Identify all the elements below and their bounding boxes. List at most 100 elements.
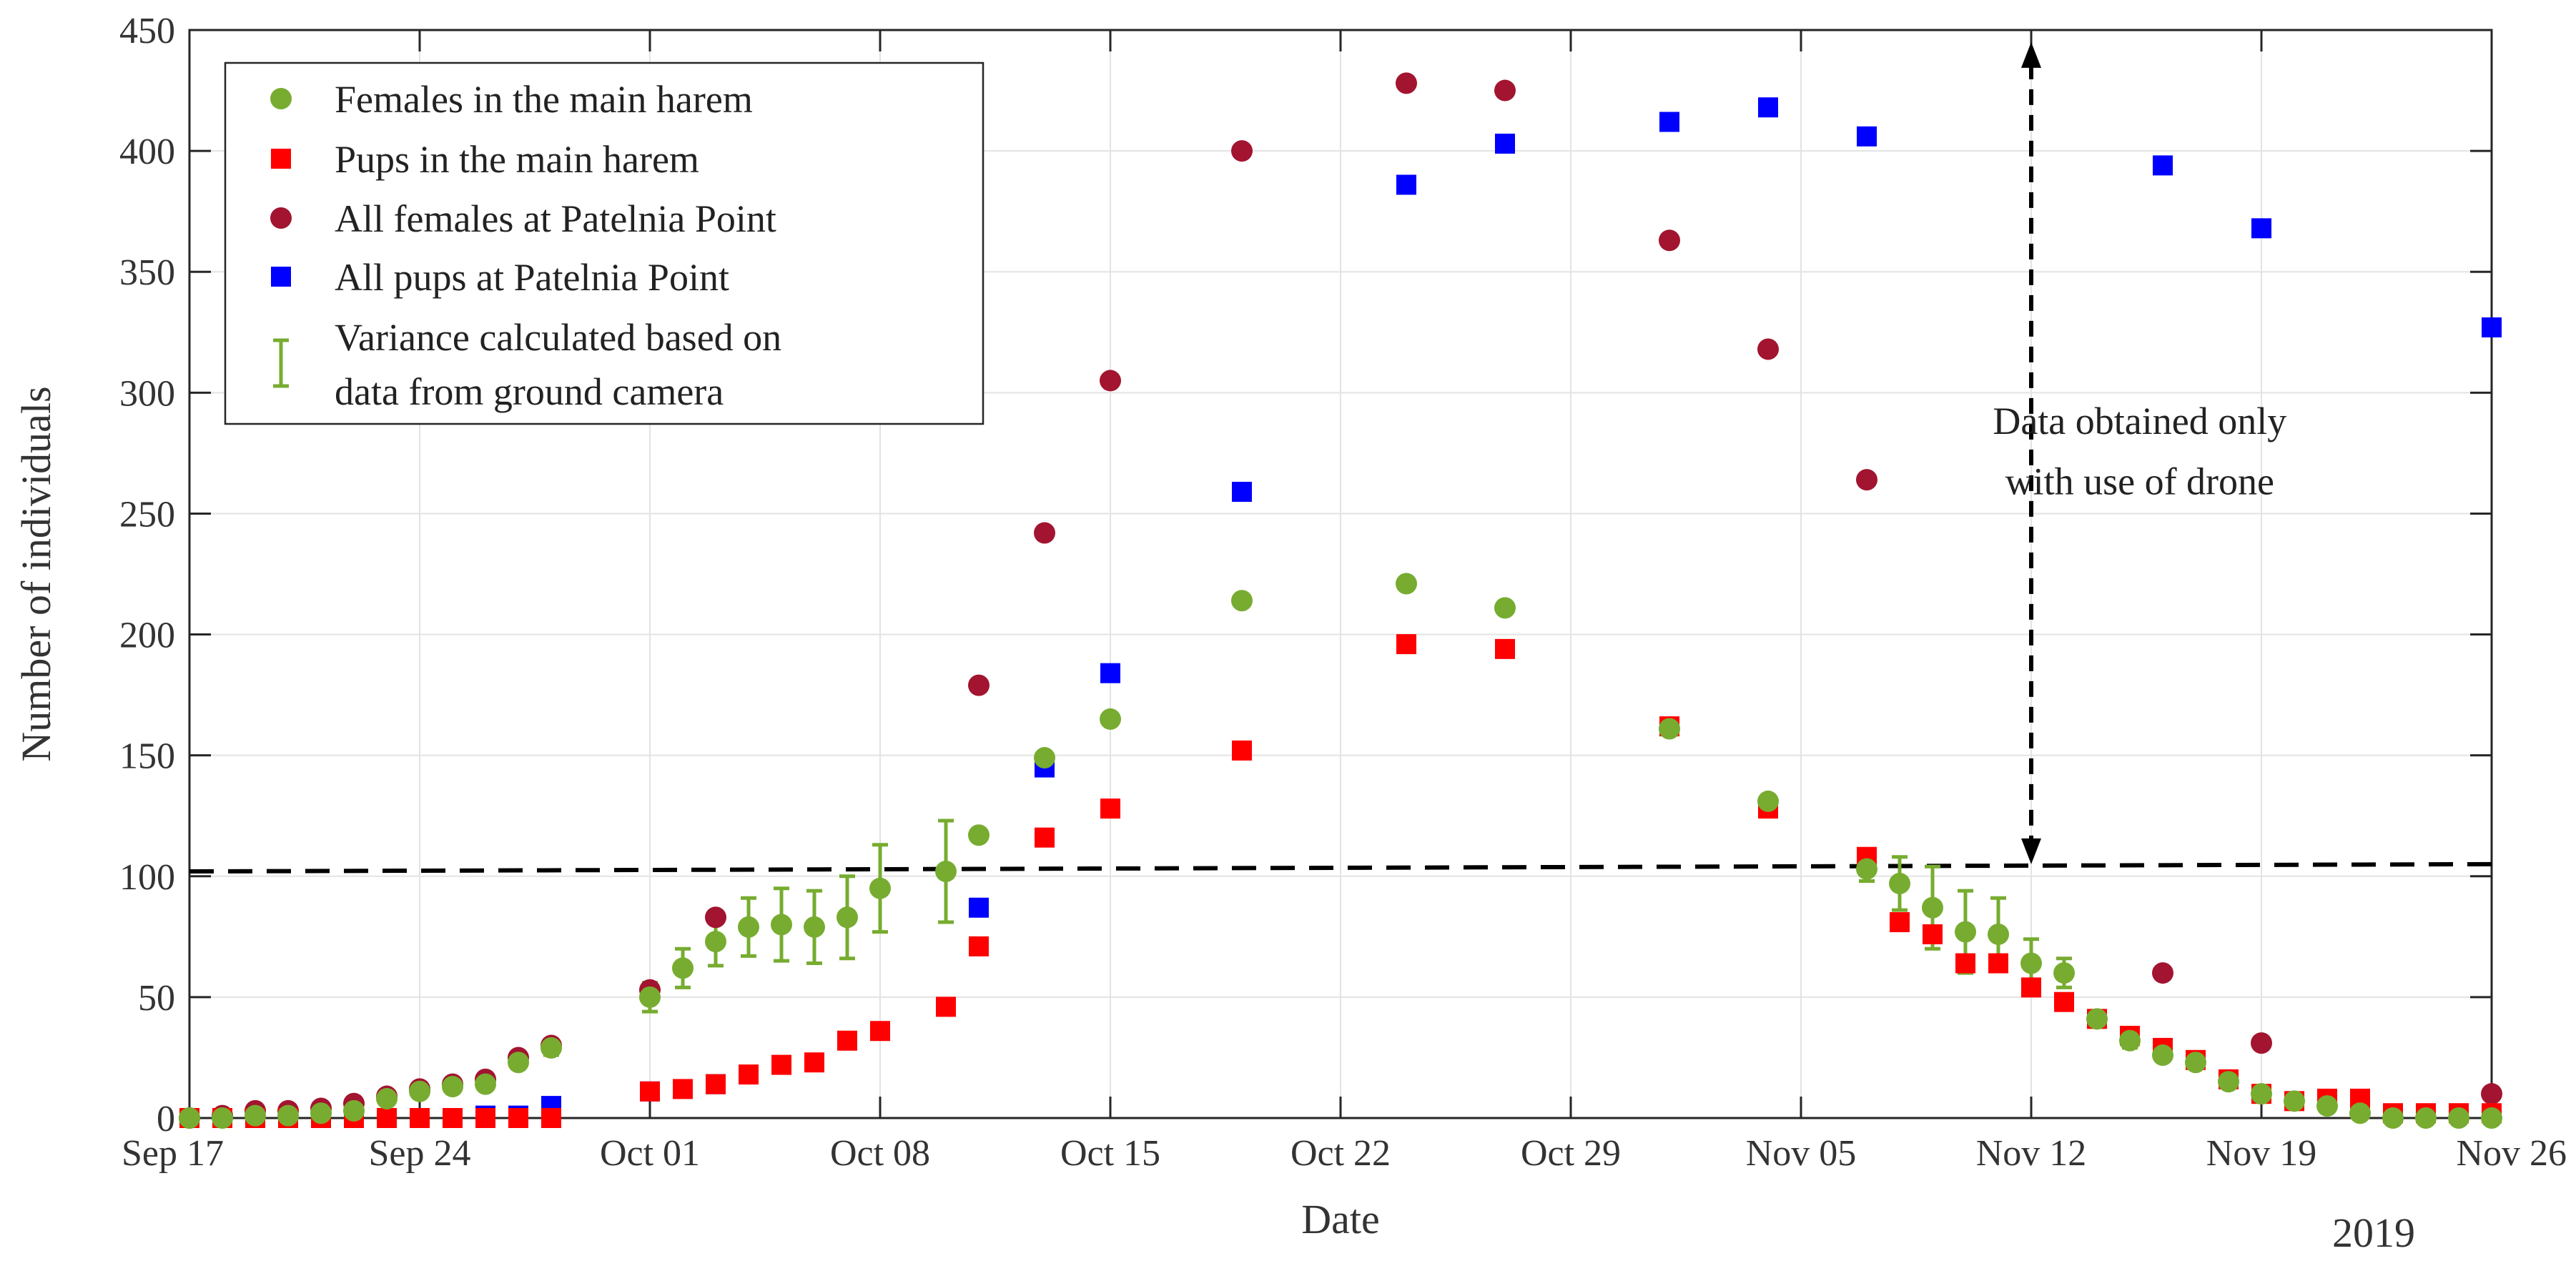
female-main-harem-point xyxy=(705,931,726,953)
female-main-harem-point xyxy=(1922,896,1943,919)
y-tick-label: 150 xyxy=(119,736,175,777)
pup-main-harem-point xyxy=(1988,953,2008,974)
x-tick-label: Oct 15 xyxy=(1060,1133,1160,1174)
female-main-harem-point xyxy=(2152,1044,2173,1067)
pup-main-harem-point xyxy=(936,997,956,1017)
female-main-harem-point xyxy=(245,1104,266,1127)
y-tick-label: 400 xyxy=(119,132,175,172)
female-main-harem-point xyxy=(968,824,990,846)
pup-main-harem-point xyxy=(640,1081,660,1102)
y-tick-label: 200 xyxy=(119,615,175,656)
all-females-point xyxy=(1231,140,1253,162)
female-main-harem-point xyxy=(2119,1029,2141,1052)
legend-label-all-pups: All pups at Patelnia Point xyxy=(335,256,729,299)
female-main-harem-point xyxy=(837,906,858,929)
all-females-point xyxy=(968,674,990,696)
legend-label-females-main-harem: Females in the main harem xyxy=(335,78,753,121)
all-females-point xyxy=(2152,962,2173,984)
female-main-harem-point xyxy=(2185,1052,2206,1074)
legend-label-pups-main-harem: Pups in the main harem xyxy=(335,138,699,181)
y-tick-label: 0 xyxy=(157,1099,175,1139)
all-pups-point xyxy=(1396,174,1416,195)
annotation-text-line2: with use of drone xyxy=(2005,460,2274,503)
female-main-harem-point xyxy=(1889,872,1910,894)
female-main-harem-point xyxy=(508,1052,529,1074)
pup-main-harem-point xyxy=(377,1108,397,1128)
pup-main-harem-point xyxy=(1495,638,1515,659)
pup-main-harem-point xyxy=(475,1108,495,1128)
x-tick-label: Oct 01 xyxy=(600,1133,700,1174)
annotation-arrow-head-down xyxy=(2021,838,2041,864)
x-tick-label: Nov 12 xyxy=(1976,1133,2087,1174)
x-tick-label: Nov 05 xyxy=(1746,1133,1857,1174)
female-main-harem-point xyxy=(2382,1107,2404,1129)
x-tick-label: Sep 17 xyxy=(122,1133,224,1174)
legend-marker-circle xyxy=(270,207,292,229)
pup-main-harem-point xyxy=(508,1108,528,1128)
all-females-point xyxy=(1757,338,1779,360)
pup-main-harem-point xyxy=(706,1074,726,1094)
pup-main-harem-point xyxy=(673,1079,693,1099)
y-tick-label: 450 xyxy=(119,11,175,51)
x-tick-label: Nov 26 xyxy=(2456,1133,2567,1174)
female-main-harem-point xyxy=(1955,921,1976,943)
female-main-harem-point xyxy=(1100,708,1121,730)
x-axis-label: Date xyxy=(1301,1196,1380,1242)
female-main-harem-point xyxy=(442,1076,463,1098)
female-main-harem-point xyxy=(738,916,759,938)
legend-label-all-females: All females at Patelnia Point xyxy=(335,197,776,240)
all-females-point xyxy=(1659,229,1680,252)
x-tick-label: Oct 29 xyxy=(1521,1133,1621,1174)
legend-markers xyxy=(270,88,292,388)
all-pups-point xyxy=(2251,218,2271,239)
pup-main-harem-point xyxy=(410,1108,430,1128)
female-main-harem-point xyxy=(1494,597,1516,619)
all-pups-point xyxy=(1100,663,1120,683)
female-main-harem-point xyxy=(409,1080,430,1102)
pup-main-harem-point xyxy=(1890,912,1910,933)
all-females-point xyxy=(1396,72,1417,94)
female-main-harem-point xyxy=(1757,790,1779,812)
female-main-harem-point xyxy=(672,957,694,979)
all-pups-point xyxy=(1857,126,1877,147)
pup-main-harem-point xyxy=(2021,977,2041,998)
all-pups-point xyxy=(2153,155,2173,176)
legend-marker-square xyxy=(271,149,291,169)
pup-main-harem-point xyxy=(1923,924,1943,944)
legend-box xyxy=(224,61,984,425)
female-main-harem-point xyxy=(1659,718,1680,740)
pup-main-harem-point xyxy=(541,1108,561,1128)
all-pups-point xyxy=(969,897,989,918)
female-main-harem-point xyxy=(804,916,825,938)
pup-main-harem-point xyxy=(1396,634,1416,655)
female-main-harem-point xyxy=(2415,1107,2437,1129)
pup-main-harem-point xyxy=(870,1021,890,1042)
all-pups-point xyxy=(1495,133,1515,154)
female-main-harem-point xyxy=(343,1099,365,1122)
x-tick-label: Oct 08 xyxy=(830,1133,930,1174)
female-main-harem-point xyxy=(1396,573,1417,595)
x-tick-label: Nov 19 xyxy=(2206,1133,2317,1174)
legend-marker-errorbar xyxy=(273,338,289,388)
legend-marker-circle xyxy=(270,88,292,109)
all-pups-point xyxy=(1232,482,1252,503)
all-females-point xyxy=(1494,79,1516,102)
axis-ticks: 0 50 100 150 200 250 300 350 400 450 Sep 17 Sep 24 O… xyxy=(119,11,2567,1174)
legend-marker-square xyxy=(271,267,291,287)
female-main-harem-point xyxy=(179,1107,200,1129)
pup-main-harem-point xyxy=(1035,827,1055,848)
y-tick-label: 50 xyxy=(138,978,175,1019)
female-main-harem-point xyxy=(277,1104,299,1127)
female-main-harem-point xyxy=(2448,1107,2469,1129)
pup-main-harem-point xyxy=(2054,992,2074,1012)
year-label: 2019 xyxy=(2332,1210,2415,1256)
all-pups-point xyxy=(1659,112,1679,132)
annotation-text-line1: Data obtained only xyxy=(1993,400,2286,442)
female-main-harem-point xyxy=(212,1107,233,1129)
all-females-point xyxy=(2481,1083,2502,1105)
y-tick-label: 350 xyxy=(119,252,175,293)
y-tick-label: 300 xyxy=(119,373,175,414)
pup-main-harem-point xyxy=(443,1108,463,1128)
female-main-harem-point xyxy=(2020,952,2042,974)
female-main-harem-point xyxy=(2316,1095,2338,1117)
